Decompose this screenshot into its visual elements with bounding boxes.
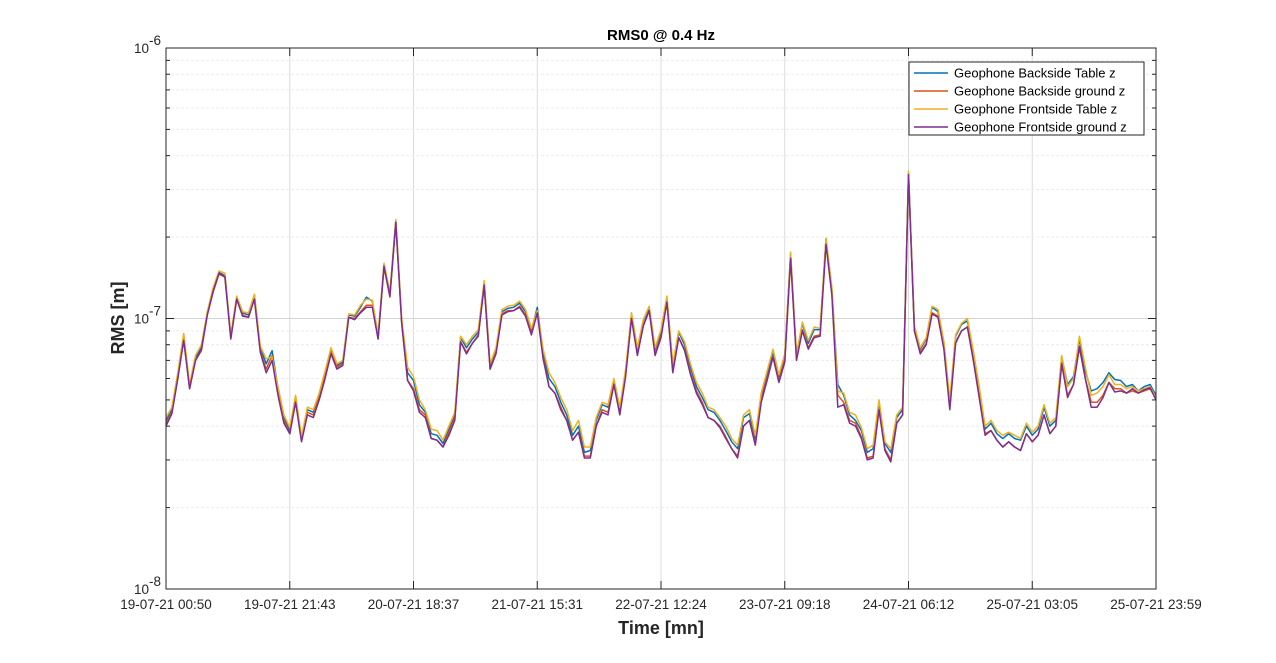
legend-label-1: Geophone Backside Table z (954, 66, 1116, 81)
x-tick-label: 25-07-21 03:05 (986, 597, 1078, 612)
legend-box (908, 61, 1145, 136)
x-tick-label: 20-07-21 18:37 (368, 597, 460, 612)
legend-label-4: Geophone Frontside ground z (954, 120, 1127, 135)
x-tick-label: 19-07-21 00:50 (120, 597, 212, 612)
x-axis-label: Time [mn] (618, 618, 704, 638)
chart-title: RMS0 @ 0.4 Hz (607, 27, 715, 44)
x-tick-label: 21-07-21 15:31 (491, 597, 583, 612)
x-tick-label: 25-07-21 23:59 (1110, 597, 1202, 612)
y-tick-label: 10 (134, 582, 149, 597)
axis-ticks (165, 48, 1157, 590)
legend-label-2: Geophone Backside ground z (954, 84, 1125, 99)
legend-label-3: Geophone Frontside Table z (954, 102, 1117, 117)
legend: Geophone Backside Table z Geophone Backsi… (908, 61, 1145, 136)
data-series (165, 170, 1157, 463)
x-tick-label: 23-07-21 09:18 (739, 597, 831, 612)
y-tick-label: 10 (134, 312, 149, 327)
y-tick-exponent: -6 (149, 33, 161, 48)
y-tick-exponent: -8 (149, 574, 161, 589)
y-tick-labels: 10-810-710-6 (134, 33, 161, 597)
y-tick-exponent: -7 (149, 304, 161, 319)
y-axis-label: RMS [m] (108, 282, 128, 355)
x-tick-label: 24-07-21 06:12 (863, 597, 955, 612)
x-tick-label: 22-07-21 12:24 (615, 597, 707, 612)
series-line-4 (165, 173, 1157, 463)
x-tick-labels: 19-07-21 00:50 19-07-21 21:43 20-07-21 18:… (120, 597, 1202, 612)
series-line-3 (165, 170, 1157, 450)
legend-items: Geophone Backside Table z Geophone Backsi… (914, 66, 1127, 135)
y-tick-label: 10 (134, 41, 149, 56)
x-tick-label: 19-07-21 21:43 (244, 597, 336, 612)
